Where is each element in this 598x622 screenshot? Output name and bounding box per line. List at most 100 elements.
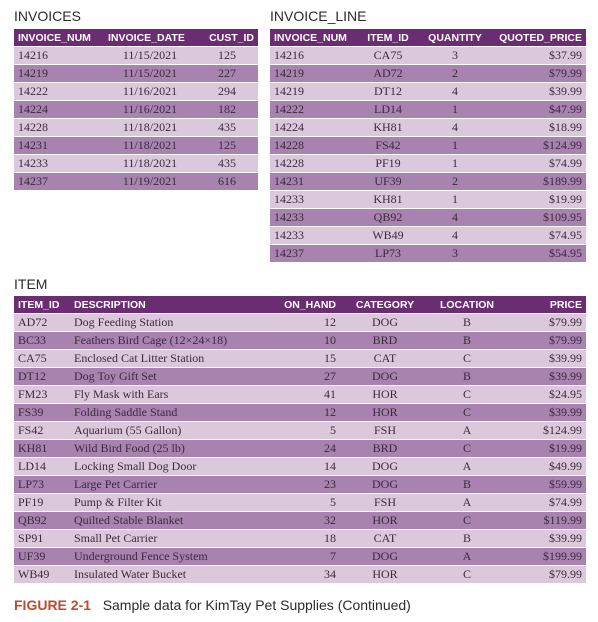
column-header: INVOICE_DATE <box>104 29 196 47</box>
table-row: 14231 UF39 2 $189.99 <box>270 172 586 191</box>
table-cell: 14222 <box>270 100 358 119</box>
table-cell: 294 <box>196 82 258 101</box>
table-row: 14237 11/19/2021 616 <box>14 172 258 190</box>
table-cell: $39.99 <box>492 82 586 101</box>
column-header: CUST_ID <box>196 29 258 47</box>
table-cell: C <box>430 439 504 458</box>
table-cell: 14233 <box>14 154 104 173</box>
table-cell: 11/18/2021 <box>104 136 196 155</box>
table-row: DT12 Dog Toy Gift Set 27 DOG B $39.99 <box>14 367 586 386</box>
table-cell: $19.99 <box>492 190 586 209</box>
table-row: 14233 11/18/2021 435 <box>14 154 258 173</box>
table-cell: Dog Feeding Station <box>70 313 270 332</box>
table-row: 14216 11/15/2021 125 <box>14 46 258 65</box>
table-cell: $24.95 <box>504 385 586 404</box>
table-cell: DOG <box>340 547 430 566</box>
table-cell: $119.99 <box>504 511 586 530</box>
table-cell: KH81 <box>14 439 70 458</box>
table-cell: 11/18/2021 <box>104 154 196 173</box>
table-cell: B <box>430 331 504 350</box>
table-cell: QB92 <box>358 208 418 227</box>
figure-caption: FIGURE 2-1 Sample data for KimTay Pet Su… <box>14 596 411 614</box>
table-row: 14237 LP73 3 $54.95 <box>270 244 586 262</box>
table-cell: KH81 <box>358 190 418 209</box>
table-cell: DOG <box>340 457 430 476</box>
table-cell: 125 <box>196 136 258 155</box>
table-cell: 18 <box>270 529 340 548</box>
table-row: UF39 Underground Fence System 7 DOG A $199.99 <box>14 547 586 566</box>
item-table: ITEM_ID DESCRIPTION ON_HAND CATEGORY LOCATIO… <box>14 296 586 583</box>
table-row: 14224 11/16/2021 182 <box>14 100 258 119</box>
table-cell: A <box>430 457 504 476</box>
table-cell: 227 <box>196 64 258 83</box>
table-cell: 3 <box>418 244 492 262</box>
table-cell: 14237 <box>270 244 358 262</box>
table-cell: KH81 <box>358 118 418 137</box>
table-cell: DT12 <box>14 367 70 386</box>
table-cell: FS42 <box>14 421 70 440</box>
table-row: CA75 Enclosed Cat Litter Station 15 CAT C $39… <box>14 349 586 368</box>
table-cell: FSH <box>340 421 430 440</box>
table-cell: UF39 <box>14 547 70 566</box>
table-cell: C <box>430 385 504 404</box>
table-cell: 11/18/2021 <box>104 118 196 137</box>
table-cell: 14219 <box>14 64 104 83</box>
table-cell: Large Pet Carrier <box>70 475 270 494</box>
table-row: 14219 11/15/2021 227 <box>14 64 258 83</box>
table-cell: Pump & Filter Kit <box>70 493 270 512</box>
table-cell: 23 <box>270 475 340 494</box>
table-cell: 5 <box>270 421 340 440</box>
column-header: INVOICE_NUM <box>270 29 358 47</box>
table-cell: FS42 <box>358 136 418 155</box>
table-row: 14216 CA75 3 $37.99 <box>270 46 586 65</box>
table-cell: C <box>430 349 504 368</box>
item-title: ITEM <box>14 276 48 292</box>
table-cell: 182 <box>196 100 258 119</box>
table-cell: $59.99 <box>504 475 586 494</box>
table-cell: 14228 <box>270 136 358 155</box>
column-header: QUANTITY <box>418 29 492 47</box>
table-cell: C <box>430 565 504 583</box>
table-row: KH81 Wild Bird Food (25 lb) 24 BRD C $19.99 <box>14 439 586 458</box>
table-cell: $79.99 <box>504 565 586 583</box>
table-cell: C <box>430 403 504 422</box>
table-cell: 2 <box>418 64 492 83</box>
table-row: FS42 Aquarium (55 Gallon) 5 FSH A $124.99 <box>14 421 586 440</box>
table-cell: FS39 <box>14 403 70 422</box>
table-cell: 14231 <box>14 136 104 155</box>
table-cell: 24 <box>270 439 340 458</box>
table-cell: 14216 <box>14 46 104 65</box>
table-cell: $124.99 <box>504 421 586 440</box>
table-cell: Fly Mask with Ears <box>70 385 270 404</box>
table-cell: $39.99 <box>504 367 586 386</box>
table-row: LD14 Locking Small Dog Door 14 DOG A $49.99 <box>14 457 586 476</box>
table-row: FM23 Fly Mask with Ears 41 HOR C $24.95 <box>14 385 586 404</box>
table-cell: Feathers Bird Cage (12×24×18) <box>70 331 270 350</box>
table-cell: Locking Small Dog Door <box>70 457 270 476</box>
table-cell: SP91 <box>14 529 70 548</box>
table-cell: $54.95 <box>492 244 586 262</box>
table-cell: 11/15/2021 <box>104 64 196 83</box>
table-cell: 14216 <box>270 46 358 65</box>
table-cell: 14231 <box>270 172 358 191</box>
table-cell: 2 <box>418 172 492 191</box>
table-cell: DT12 <box>358 82 418 101</box>
table-cell: WB49 <box>358 226 418 245</box>
invoices-title: INVOICES <box>14 8 81 24</box>
table-row: AD72 Dog Feeding Station 12 DOG B $79.99 <box>14 313 586 332</box>
table-cell: $39.99 <box>504 403 586 422</box>
table-cell: 14228 <box>270 154 358 173</box>
table-cell: 14224 <box>270 118 358 137</box>
table-header-row: INVOICE_NUM INVOICE_DATE CUST_ID <box>14 29 258 47</box>
table-cell: 41 <box>270 385 340 404</box>
table-cell: 11/19/2021 <box>104 172 196 190</box>
table-cell: 1 <box>418 154 492 173</box>
table-cell: 14233 <box>270 190 358 209</box>
table-cell: $79.99 <box>492 64 586 83</box>
table-cell: Underground Fence System <box>70 547 270 566</box>
table-cell: BRD <box>340 331 430 350</box>
table-row: 14233 KH81 1 $19.99 <box>270 190 586 209</box>
table-cell: LP73 <box>14 475 70 494</box>
table-cell: 14224 <box>14 100 104 119</box>
table-cell: 14237 <box>14 172 104 190</box>
